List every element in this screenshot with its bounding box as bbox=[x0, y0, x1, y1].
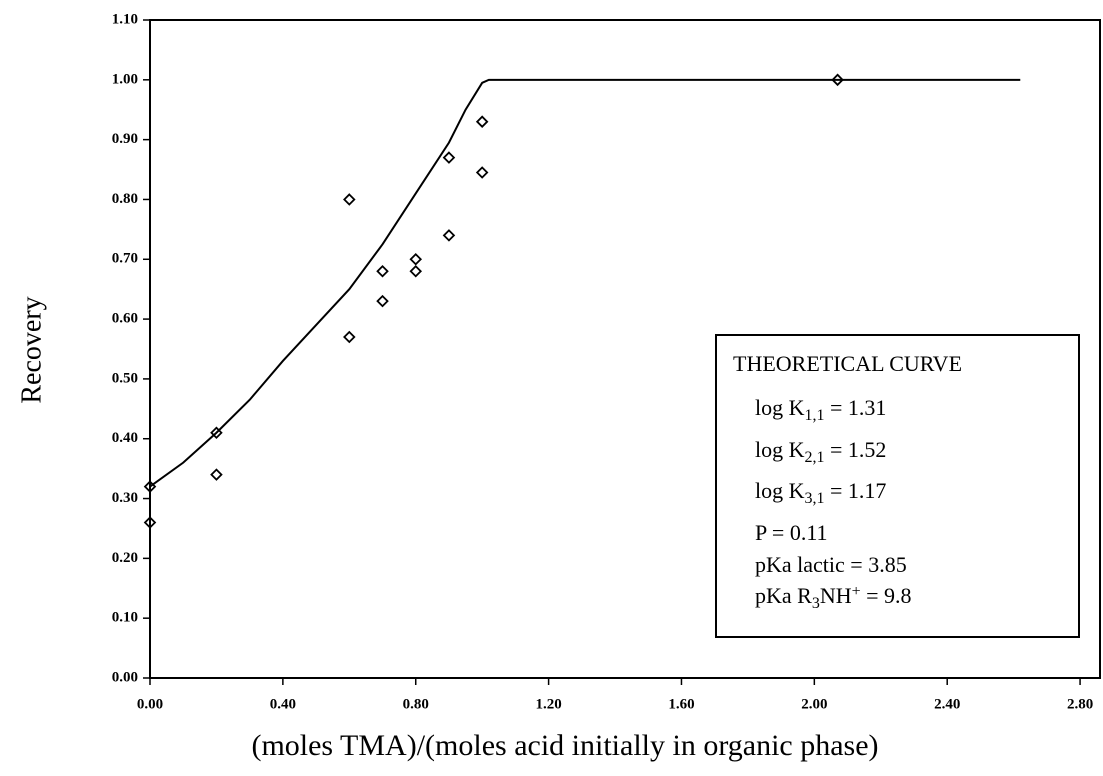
legend-box bbox=[715, 334, 1080, 638]
y-tick-label: 0.90 bbox=[112, 131, 138, 147]
legend-text-part: + bbox=[852, 583, 861, 600]
x-tick-label: 2.40 bbox=[934, 696, 960, 712]
x-tick-label: 0.40 bbox=[270, 696, 296, 712]
y-tick-label: 1.00 bbox=[112, 71, 138, 87]
x-axis-label: (moles TMA)/(moles acid initially in org… bbox=[251, 729, 878, 762]
x-tick-label: 1.60 bbox=[668, 696, 694, 712]
y-tick-label: 0.80 bbox=[112, 191, 138, 207]
data-point bbox=[376, 264, 389, 278]
data-point bbox=[442, 151, 456, 164]
x-tick-label: 1.20 bbox=[535, 696, 561, 712]
legend-parameter: pKa lactic = 3.85 bbox=[755, 552, 907, 577]
legend-text-part: P = 0.11 bbox=[755, 520, 828, 545]
legend-text-part: 3 bbox=[812, 595, 820, 612]
data-point bbox=[376, 294, 389, 308]
legend-parameter: log K3,1 = 1.17 bbox=[755, 478, 886, 507]
y-tick-label: 0.00 bbox=[112, 669, 138, 685]
y-tick-label: 0.30 bbox=[112, 490, 138, 506]
legend-text-part: log K bbox=[755, 437, 805, 462]
data-point bbox=[409, 264, 423, 278]
legend-text-part: pKa R bbox=[755, 583, 812, 608]
x-tick-label: 0.80 bbox=[403, 696, 429, 712]
legend-text-part: log K bbox=[755, 478, 805, 503]
data-point bbox=[475, 115, 489, 128]
y-tick-label: 0.20 bbox=[112, 550, 138, 566]
plot-frame bbox=[149, 19, 1101, 679]
y-tick-label: 0.10 bbox=[112, 610, 138, 626]
legend-parameter: P = 0.11 bbox=[755, 520, 828, 545]
y-tick-label: 0.70 bbox=[112, 251, 138, 267]
legend-text-part: pKa lactic = 3.85 bbox=[755, 552, 907, 577]
data-point bbox=[409, 253, 423, 266]
legend-text-part: log K bbox=[755, 395, 805, 420]
legend-text-part: = 1.52 bbox=[825, 437, 887, 462]
legend-parameter: pKa R3NH+ = 9.8 bbox=[755, 583, 912, 612]
legend-text-part: = 1.17 bbox=[825, 478, 887, 503]
data-point bbox=[143, 516, 157, 529]
data-point bbox=[210, 426, 223, 440]
data-point bbox=[343, 193, 356, 206]
legend-parameter: log K1,1 = 1.31 bbox=[755, 395, 886, 424]
legend-text-part: 2,1 bbox=[805, 449, 825, 466]
y-tick-label: 0.60 bbox=[112, 311, 138, 327]
legend-parameter: log K2,1 = 1.52 bbox=[755, 437, 886, 466]
data-point bbox=[210, 468, 223, 481]
legend-title: THEORETICAL CURVE bbox=[733, 351, 962, 376]
legend-text-part: NH bbox=[820, 583, 852, 608]
x-tick-label: 0.00 bbox=[137, 696, 163, 712]
y-tick-label: 0.50 bbox=[112, 370, 138, 386]
x-tick-label: 2.80 bbox=[1067, 696, 1093, 712]
data-point bbox=[343, 330, 356, 344]
y-tick-label: 1.10 bbox=[112, 11, 138, 27]
theoretical-curve bbox=[149, 78, 1021, 488]
y-tick-label: 0.40 bbox=[112, 430, 138, 446]
y-axis-label: Recovery bbox=[16, 296, 47, 403]
legend-text-part: 1,1 bbox=[805, 407, 825, 424]
legend-text-part: 3,1 bbox=[805, 490, 825, 507]
data-point bbox=[442, 229, 456, 242]
legend-text-part: = 9.8 bbox=[861, 583, 912, 608]
x-tick-label: 2.00 bbox=[801, 696, 827, 712]
legend-text-part: = 1.31 bbox=[825, 395, 887, 420]
data-point bbox=[831, 73, 844, 87]
data-point bbox=[475, 166, 489, 179]
